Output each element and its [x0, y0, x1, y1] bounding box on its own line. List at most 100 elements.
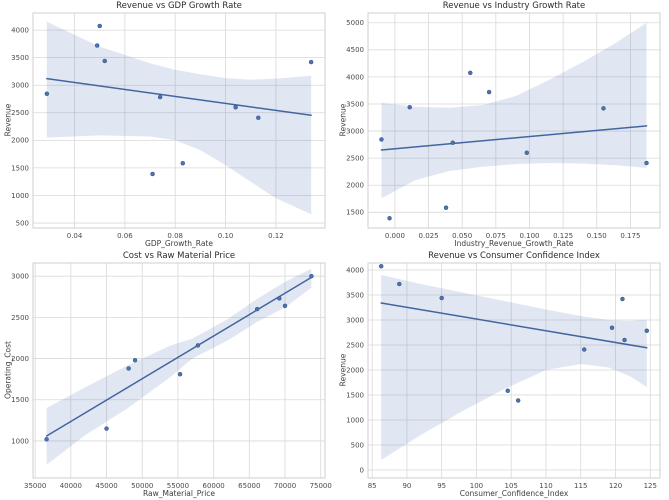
data-point — [132, 357, 138, 363]
y-tick-label: 3500 — [346, 291, 364, 299]
x-tick-label: 0.04 — [67, 232, 83, 240]
plot-border — [367, 12, 661, 229]
revenue-vs-gdp-growth-rate-canvas: 0.04 0.06 0.08 0.10 0.12 500 1000 1500 2000 2500 3… — [11, 12, 326, 240]
y-tick-label: 1500 — [346, 391, 364, 399]
data-point — [505, 388, 510, 393]
data-point — [180, 160, 186, 166]
data-point — [468, 70, 473, 76]
data-point — [379, 137, 384, 142]
x-tick-label: 0.175 — [620, 232, 640, 240]
y-tick-label: 2000 — [346, 366, 364, 374]
data-point — [524, 150, 530, 155]
x-axis-label: Consumer_Confidence_Index — [459, 489, 569, 498]
confidence-band — [381, 22, 647, 199]
x-tick-label: 40000 — [60, 482, 82, 490]
chart-plot-area: 85 90 95 100 105 110 115 120 125 0 500 1000 1500 2000… — [335, 250, 669, 500]
plot-border — [367, 262, 661, 479]
y-tick-label: 1000 — [346, 416, 364, 424]
x-axis-label: Industry_Revenue_Growth_Rate — [454, 239, 574, 248]
plot-background — [368, 263, 660, 478]
y-tick-label: 2500 — [11, 109, 29, 117]
x-tick-label: 0.125 — [553, 232, 573, 240]
plot-border — [32, 12, 326, 229]
data-point — [407, 104, 412, 110]
confidence-band — [381, 275, 647, 460]
y-tick-label: 500 — [351, 441, 364, 449]
x-axis-label: GDP_Growth_Rate — [145, 239, 213, 248]
x-tick-label: 105 — [505, 482, 518, 490]
data-point — [644, 328, 650, 333]
x-tick-label: 45000 — [95, 482, 117, 490]
data-point — [620, 296, 625, 302]
data-point — [195, 343, 201, 348]
data-point — [97, 23, 102, 29]
x-tick-label: 35000 — [24, 482, 46, 490]
data-point — [443, 205, 449, 210]
regression-line — [46, 77, 312, 117]
y-axis-label: Revenue — [338, 353, 348, 387]
data-point — [94, 43, 100, 48]
y-tick-label: 3000 — [11, 273, 29, 281]
data-point — [601, 106, 606, 111]
confidence-band — [46, 21, 312, 215]
data-point — [104, 426, 109, 431]
y-tick-label: 2500 — [346, 155, 364, 163]
data-point — [439, 295, 444, 301]
x-tick-label: 0.025 — [419, 232, 439, 240]
y-axis-label: Revenue — [338, 103, 348, 137]
data-point — [157, 94, 163, 100]
y-tick-label: 2500 — [346, 341, 364, 349]
y-axis-label: Revenue — [3, 103, 13, 137]
y-tick-label: 3500 — [346, 100, 364, 108]
y-tick-label: 4000 — [346, 266, 364, 274]
data-point — [102, 58, 107, 64]
cost-vs-raw-material-price-canvas: 35000 40000 45000 50000 55000 60000 65000 70000… — [11, 262, 332, 490]
x-tick-label: 75000 — [310, 482, 332, 490]
data-point — [644, 160, 649, 166]
data-point — [378, 264, 384, 269]
x-tick-label: 55000 — [167, 482, 189, 490]
x-tick-label: 70000 — [274, 482, 296, 490]
regression-line — [380, 302, 648, 349]
plot-border — [32, 262, 326, 479]
x-tick-label: 0.100 — [519, 232, 539, 240]
regression-line — [380, 125, 648, 151]
data-point — [126, 366, 131, 371]
data-point — [581, 347, 587, 352]
y-tick-label: 500 — [16, 219, 29, 227]
data-point — [150, 171, 155, 177]
y-tick-label: 0 — [360, 466, 364, 474]
y-tick-label: 1000 — [11, 192, 29, 200]
x-axis-label: Raw_Material_Price — [142, 489, 216, 498]
chart-title: Revenue vs Consumer Confidence Index — [428, 251, 600, 261]
chart-plot-area: 0.04 0.06 0.08 0.10 0.12 500 1000 1500 2000 2500 3… — [0, 0, 334, 250]
subplot-revenue-vs-consumer-confidence-index: 85 90 95 100 105 110 115 120 125 0 500 1000 1500 2000… — [335, 250, 669, 500]
subplot-revenue-vs-gdp-growth-rate: 0.04 0.06 0.08 0.10 0.12 500 1000 1500 2000 2500 3… — [0, 0, 334, 250]
plot-background — [33, 13, 325, 228]
y-tick-label: 3000 — [11, 82, 29, 90]
subplot-revenue-vs-industry-growth-rate: 0.000 0.025 0.050 0.075 0.100 0.125 0.150 0.175… — [335, 0, 669, 250]
x-tick-label: 65000 — [238, 482, 260, 490]
x-tick-label: 85 — [368, 482, 377, 490]
y-tick-label: 4000 — [11, 26, 29, 34]
data-point — [282, 303, 288, 309]
data-point — [256, 115, 261, 120]
x-tick-label: 0.075 — [486, 232, 506, 240]
y-tick-label: 1500 — [346, 209, 364, 217]
data-point — [609, 325, 615, 330]
data-point — [254, 306, 260, 312]
chart-title: Revenue vs Industry Growth Rate — [442, 1, 586, 11]
data-point — [308, 59, 314, 65]
data-point — [486, 89, 492, 95]
data-point — [177, 371, 183, 377]
y-tick-label: 1500 — [11, 164, 29, 172]
x-tick-label: 120 — [609, 482, 622, 490]
x-tick-label: 0.150 — [587, 232, 607, 240]
y-tick-label: 2000 — [346, 182, 364, 190]
x-tick-label: 0.10 — [218, 232, 234, 240]
y-tick-label: 4000 — [346, 73, 364, 81]
x-tick-label: 0.12 — [268, 232, 284, 240]
y-tick-label: 2000 — [11, 355, 29, 363]
data-point — [387, 216, 392, 221]
plot-background — [368, 13, 660, 228]
